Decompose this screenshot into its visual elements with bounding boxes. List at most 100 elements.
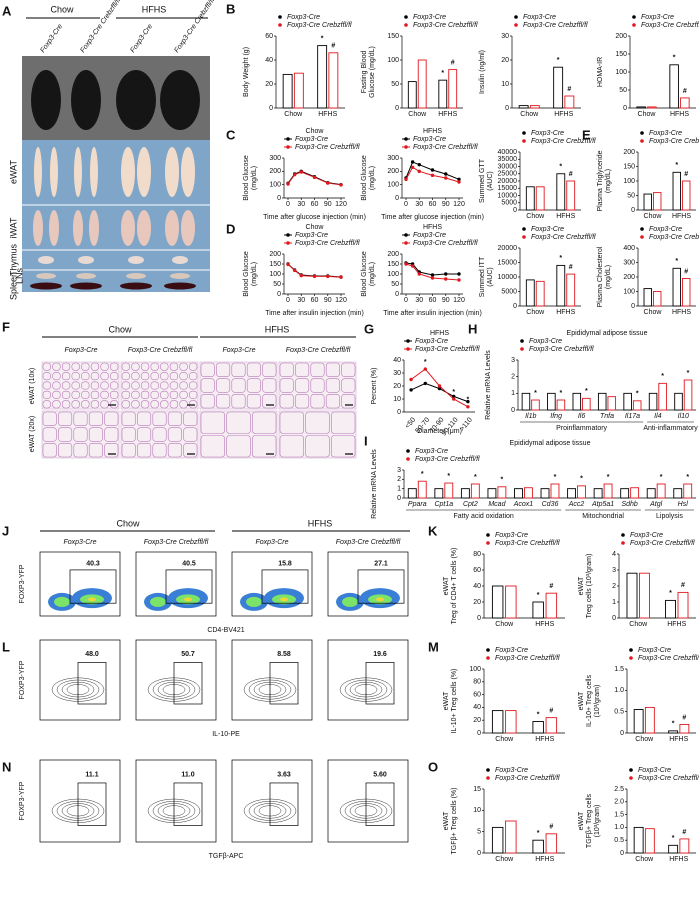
legend-marker xyxy=(286,241,290,245)
y-tick-label: 0 xyxy=(511,407,515,414)
adipocyte xyxy=(200,435,225,458)
y-tick-label: 10000 xyxy=(498,274,518,281)
y-tick-label: 5 xyxy=(477,829,481,836)
x-tick-label: HFHS xyxy=(669,856,688,863)
x-tick-label: Il4 xyxy=(654,413,662,420)
x-tick-label: Chow xyxy=(408,111,427,118)
x-tick-label: HFHS xyxy=(556,213,575,220)
column-label: Foxp3-Cre xyxy=(129,23,154,54)
panel-label: G xyxy=(364,321,374,336)
adipocyte xyxy=(52,381,61,390)
x-tick-label: Ppara xyxy=(408,501,427,508)
adipocyte xyxy=(71,390,80,399)
point xyxy=(326,274,330,279)
x-tick-label: Chow xyxy=(284,111,303,118)
y-tick-label: 1.5 xyxy=(614,811,624,818)
group-label: Fatty acid oxidation xyxy=(453,513,513,520)
adipocyte xyxy=(200,362,215,377)
adipocyte xyxy=(252,411,277,434)
point xyxy=(437,384,442,388)
annotation: # xyxy=(549,583,553,590)
adipocyte xyxy=(137,427,152,442)
bar xyxy=(532,601,544,619)
bar xyxy=(550,483,560,499)
x-tick-label: Chow xyxy=(526,309,545,316)
gate xyxy=(365,782,395,826)
annotation: * xyxy=(675,162,678,169)
legend-marker xyxy=(286,137,290,141)
x-tick-label: HFHS xyxy=(535,621,554,628)
adipocyte xyxy=(90,381,100,390)
adipocyte xyxy=(137,411,152,426)
adipocyte xyxy=(61,400,71,409)
adipocyte xyxy=(295,362,310,377)
bar xyxy=(566,180,576,211)
adipocyte xyxy=(160,372,169,381)
mouse xyxy=(71,70,101,130)
x-tick-label: HFHS xyxy=(556,309,575,316)
legend-marker xyxy=(406,449,410,453)
y-axis-label: HOMA-IR xyxy=(597,57,604,87)
bar xyxy=(644,706,655,734)
population xyxy=(342,596,358,607)
annotation: * xyxy=(585,388,588,395)
bar xyxy=(293,72,304,109)
y-axis-label: TGFβ+ Treg cells (%) xyxy=(451,788,458,855)
y-tick-label: 150 xyxy=(623,163,635,170)
x-axis-label: Diameter (μm) xyxy=(417,428,462,435)
gate xyxy=(173,662,203,705)
y-axis-label: IL-10+ Treg cells (%) xyxy=(451,669,458,734)
x-axis-label: Time after glucose injection (min) xyxy=(263,214,366,221)
adipocyte xyxy=(121,381,130,390)
legend-marker xyxy=(404,241,408,245)
adipocyte xyxy=(200,411,225,434)
adipocyte xyxy=(169,372,179,381)
gate xyxy=(173,782,203,826)
adipocyte xyxy=(262,362,277,377)
adipocyte xyxy=(341,362,356,377)
legend-marker xyxy=(621,533,625,537)
legend-label: Foxp3-Cre Crebzffl/fl xyxy=(415,456,480,463)
row-label: eWAT (10x) xyxy=(29,368,36,404)
y-tick-label: 40000 xyxy=(498,149,518,156)
legend-marker xyxy=(406,347,410,351)
legend-marker xyxy=(629,776,633,780)
legend-marker xyxy=(278,15,282,19)
adipocyte xyxy=(58,411,73,426)
x-tick-label: 60 xyxy=(429,297,437,304)
y-axis-label: (10³/gram) xyxy=(594,805,601,838)
adipocyte xyxy=(169,390,179,399)
mouse xyxy=(116,70,156,130)
column-label: Foxp3-Cre xyxy=(222,347,255,354)
y-tick-label: 20 xyxy=(393,383,401,390)
point xyxy=(444,277,448,281)
adipocyte xyxy=(150,381,159,390)
annotation: * xyxy=(607,474,610,481)
column-label: Foxp3-Cre xyxy=(39,23,64,54)
lymph-nodes xyxy=(170,273,190,279)
legend-marker xyxy=(522,227,526,231)
gate-value: 40.3 xyxy=(86,560,100,567)
annotation: * xyxy=(554,474,557,481)
y-tick-label: 0 xyxy=(612,615,616,622)
y-tick-label: 0 xyxy=(631,207,635,214)
x-tick-label: Chow xyxy=(495,856,514,863)
adipocyte xyxy=(100,381,109,390)
panel-label: D xyxy=(226,221,235,236)
annotation: * xyxy=(636,391,639,398)
legend-marker xyxy=(629,656,633,660)
bar xyxy=(683,483,693,499)
y-axis-label: (mg/dL) xyxy=(369,166,376,190)
annotation: # xyxy=(331,43,335,50)
y-tick-label: 0 xyxy=(477,730,481,737)
y-tick-label: 100 xyxy=(387,57,399,64)
legend-marker xyxy=(286,233,290,237)
y-tick-label: 0 xyxy=(277,291,281,298)
adipocyte xyxy=(160,381,169,390)
point xyxy=(457,272,461,276)
bar xyxy=(505,820,517,854)
y-tick-label: 200 xyxy=(623,149,635,156)
x-tick-label: Il17a xyxy=(625,413,640,420)
legend-label: Foxp3-Cre Crebzffl/fl xyxy=(495,655,560,662)
legend-marker xyxy=(640,131,644,135)
